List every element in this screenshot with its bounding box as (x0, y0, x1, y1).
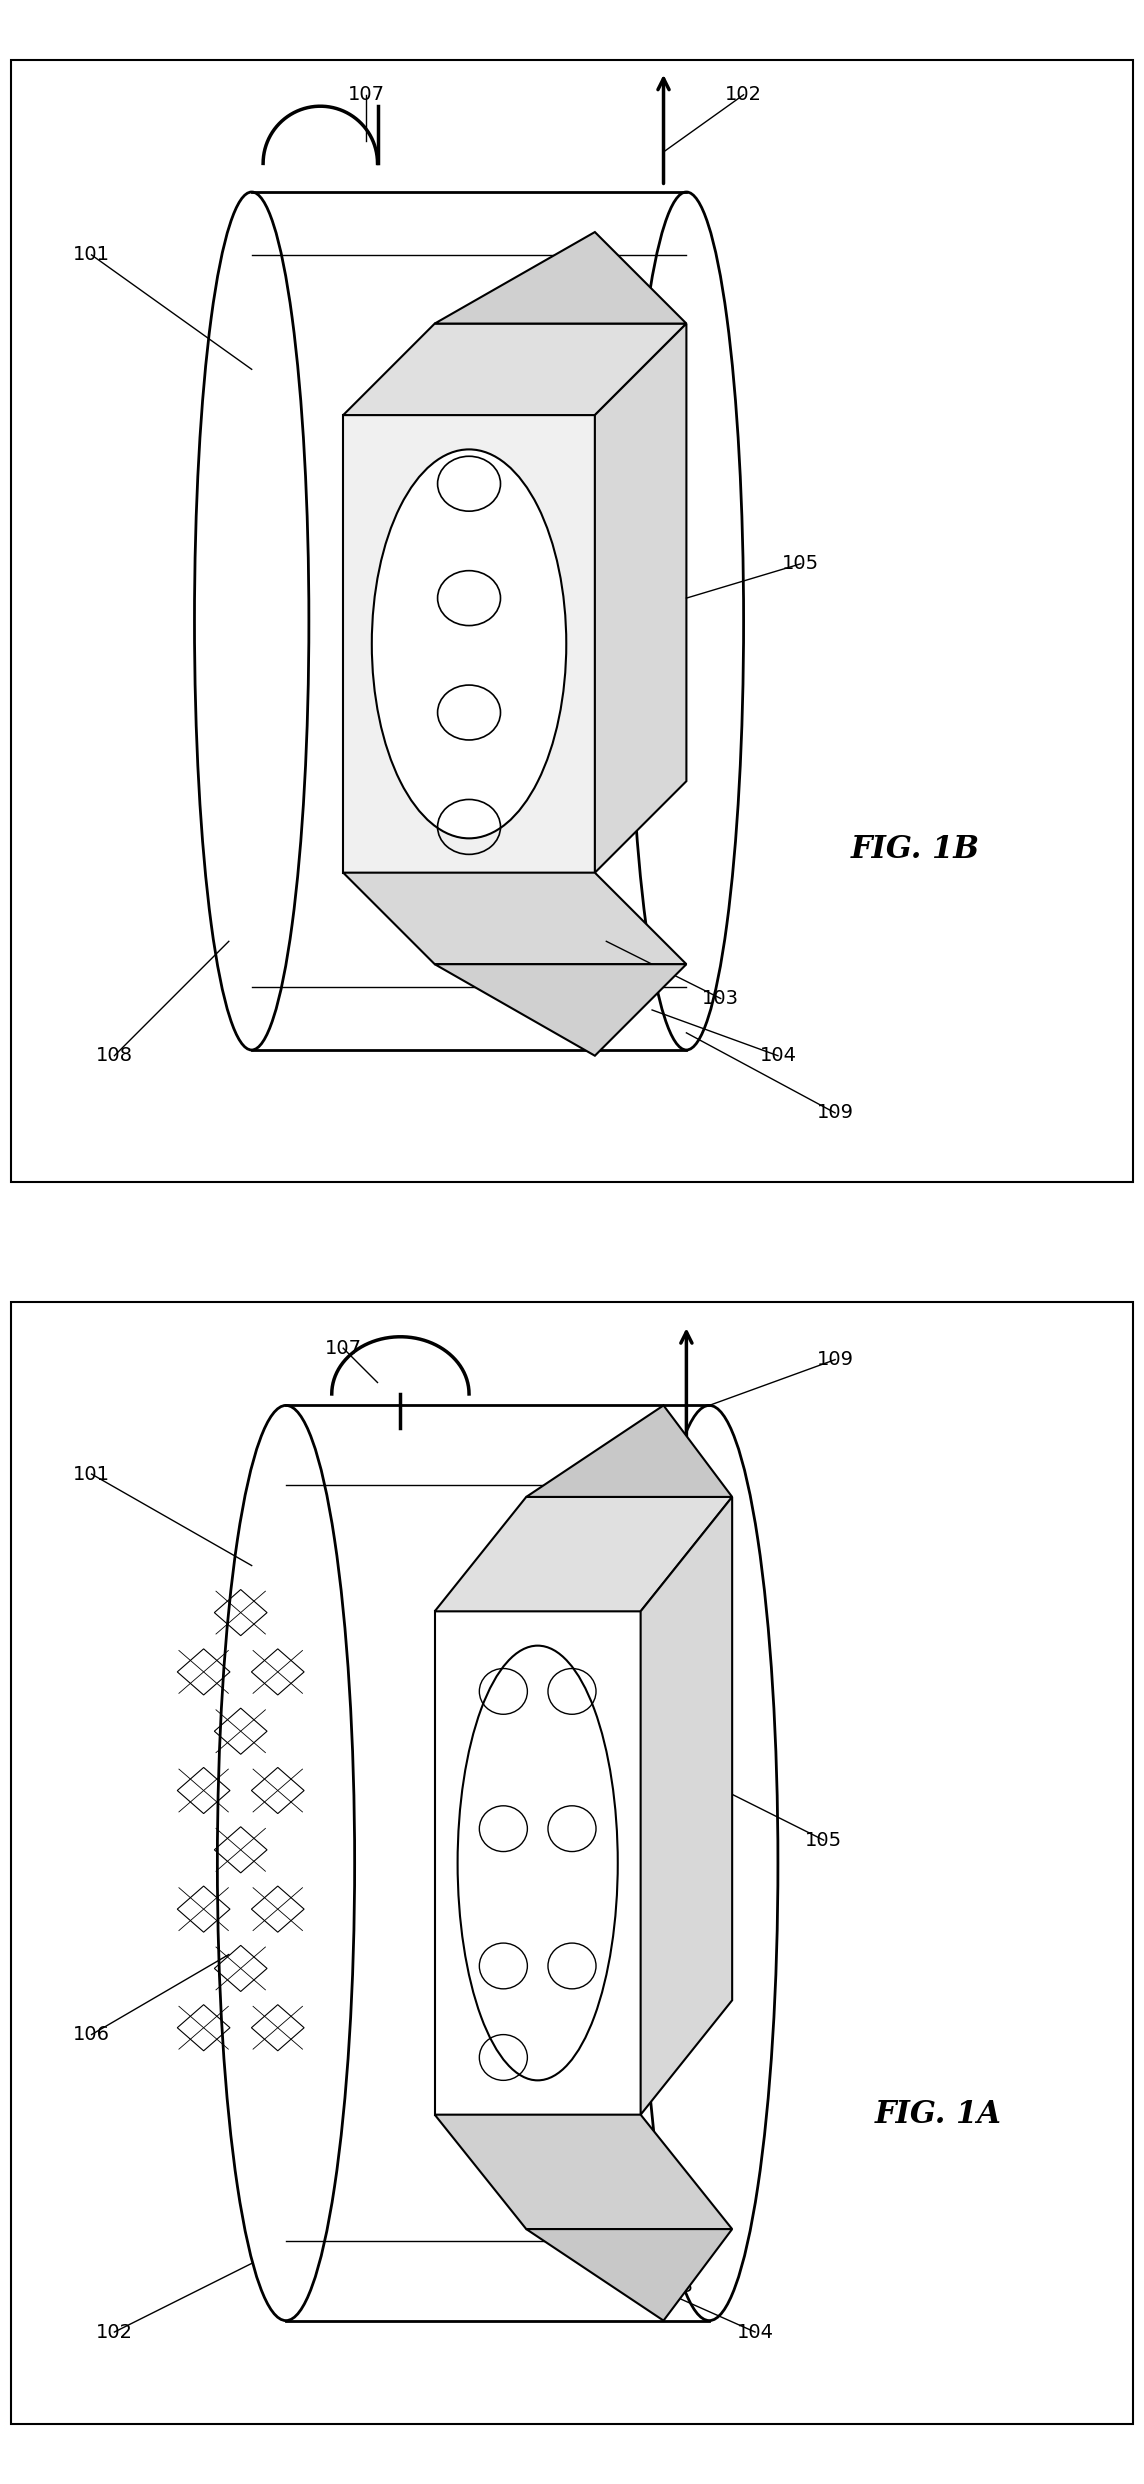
Polygon shape (526, 2228, 732, 2320)
Text: 107: 107 (348, 84, 384, 104)
Ellipse shape (217, 1406, 355, 2320)
Text: FIG. 1B: FIG. 1B (851, 835, 979, 864)
Text: FIG. 1A: FIG. 1A (875, 2099, 1001, 2131)
Text: 103: 103 (657, 2278, 693, 2295)
Text: 102: 102 (725, 84, 762, 104)
Text: 108: 108 (96, 1046, 133, 1066)
Polygon shape (343, 415, 595, 872)
Polygon shape (343, 323, 686, 415)
Text: 109: 109 (817, 1351, 853, 1369)
Text: 109: 109 (817, 1103, 853, 1123)
Text: 101: 101 (73, 246, 110, 263)
Polygon shape (526, 1406, 732, 1498)
Text: 105: 105 (805, 1831, 842, 1851)
Text: 107: 107 (325, 1339, 362, 1359)
Polygon shape (435, 964, 686, 1056)
Text: 104: 104 (760, 1046, 796, 1066)
Text: 105: 105 (782, 554, 819, 574)
Text: 102: 102 (96, 2323, 133, 2342)
Text: 101: 101 (73, 1466, 110, 1483)
Polygon shape (435, 231, 686, 323)
Polygon shape (641, 1498, 732, 2114)
Ellipse shape (372, 450, 566, 840)
Polygon shape (435, 1498, 732, 1612)
Polygon shape (435, 2114, 732, 2228)
Polygon shape (595, 323, 686, 872)
Text: 106: 106 (73, 2024, 110, 2044)
Polygon shape (343, 872, 686, 964)
Ellipse shape (458, 1644, 618, 2082)
Text: 104: 104 (737, 2323, 773, 2342)
Text: 103: 103 (702, 989, 739, 1009)
Polygon shape (435, 1612, 641, 2114)
